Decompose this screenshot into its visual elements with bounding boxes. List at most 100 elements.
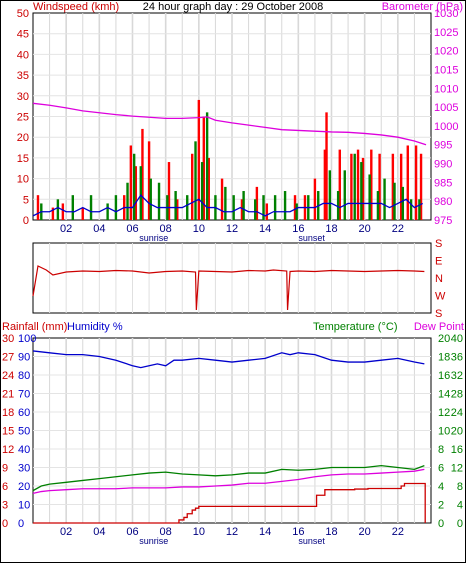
barometer-tick-label: 1015: [434, 64, 458, 76]
wind-bar: [254, 199, 257, 220]
rain-tick-label: 27: [2, 352, 14, 364]
temperature-tick-label: 40: [451, 333, 463, 345]
wind-bar: [200, 162, 204, 220]
hour-tick-label: 06: [126, 526, 138, 538]
barometer-tick-label: 1030: [434, 8, 458, 20]
wind-bar: [370, 149, 373, 220]
dewpoint-tick-label: 10: [438, 426, 450, 438]
wind-bar: [134, 166, 138, 220]
wind-tick-label: 50: [17, 8, 29, 20]
humidity-line: [32, 350, 425, 369]
hour-tick-label: 20: [359, 526, 371, 538]
hour-tick-label: 10: [193, 223, 205, 235]
dewpoint-tick-label: 8: [438, 444, 444, 456]
wind-bar: [406, 145, 409, 220]
dewpoint-tick-label: 18: [438, 352, 450, 364]
humidity-tick-label: 50: [18, 426, 30, 438]
humidity-tick-label: 10: [18, 500, 30, 512]
rain-tick-label: 21: [2, 389, 14, 401]
rain-tick-label: 3: [2, 500, 8, 512]
humidity-tick-label: 60: [18, 407, 30, 419]
hour-tick-label: 06: [126, 223, 138, 235]
barometer-tick-label: 1025: [434, 27, 458, 39]
wind-bar: [350, 153, 353, 220]
wind-bar: [61, 203, 65, 220]
hour-tick-label: 12: [226, 223, 238, 235]
wind-bar: [399, 153, 403, 220]
hour-tick-label: 18: [325, 526, 337, 538]
wind-bar: [207, 157, 210, 220]
wind-bar: [378, 153, 381, 220]
hour-tick-label: 18: [325, 223, 337, 235]
barometer-tick-label: 1010: [434, 83, 458, 95]
wind-bar: [273, 195, 277, 220]
rain-tick-label: 6: [2, 481, 8, 493]
rain-tick-label: 15: [2, 426, 14, 438]
wind-bar: [418, 199, 421, 220]
barometer-tick-label: 985: [434, 177, 452, 189]
wind-bar: [220, 178, 224, 220]
temperature-tick-label: 0: [457, 518, 463, 530]
wind-bar: [353, 153, 356, 220]
wind-bar: [194, 141, 197, 220]
wind-tick-label: 40: [17, 49, 29, 61]
dewpoint-tick-label: 14: [438, 389, 450, 401]
sunset-label: sunset: [298, 536, 325, 546]
humidity-axis-title: Humidity %: [67, 321, 123, 333]
wind-bar: [147, 141, 151, 220]
hour-tick-label: 02: [60, 223, 72, 235]
humidity-tick-label: 40: [18, 444, 30, 456]
temperature-tick-label: 28: [451, 389, 463, 401]
wind-bar: [176, 199, 179, 220]
hour-tick-label: 08: [160, 223, 172, 235]
humidity-tick-label: 90: [18, 352, 30, 364]
wind-bar: [313, 178, 317, 220]
humidity-tick-label: 80: [18, 370, 30, 382]
temperature-tick-label: 16: [451, 444, 463, 456]
dewpoint-tick-label: 16: [438, 370, 450, 382]
wind-bar: [197, 99, 201, 220]
wind-bar: [368, 174, 371, 220]
wind-axis-title: Windspeed (kmh): [33, 1, 119, 13]
direction-tick-label: S: [435, 238, 442, 250]
barometer-tick-label: 1005: [434, 102, 458, 114]
avg-wind-line: [32, 194, 423, 217]
wind-tick-label: 5: [23, 194, 29, 206]
wind-bar: [414, 145, 418, 220]
wind-bar: [328, 170, 332, 220]
rain-tick-label: 30: [2, 333, 14, 345]
humidity-tick-label: 30: [18, 463, 30, 475]
hour-tick-label: 04: [93, 526, 105, 538]
temperature-line: [32, 464, 425, 492]
wind-bar: [343, 170, 346, 220]
hour-tick-label: 16: [292, 526, 304, 538]
humidity-tick-label: 0: [18, 518, 24, 530]
barometer-tick-label: 1000: [434, 121, 458, 133]
barometer-tick-label: 990: [434, 159, 452, 171]
hour-tick-label: 02: [60, 526, 72, 538]
wind-bar: [265, 203, 269, 220]
rain-tick-label: 18: [2, 407, 14, 419]
temperature-tick-label: 20: [451, 426, 463, 438]
wind-bar: [224, 186, 227, 220]
dewpoint-tick-label: 4: [438, 481, 444, 493]
dewpoint-tick-label: 20: [438, 333, 450, 345]
humidity-tick-label: 70: [18, 389, 30, 401]
wind-tick-label: 20: [17, 132, 29, 144]
wind-bar: [232, 195, 235, 220]
direction-tick-label: W: [435, 291, 446, 303]
wind-tick-label: 10: [17, 174, 29, 186]
wind-tick-label: 45: [17, 29, 29, 41]
wind-bar: [401, 186, 405, 220]
barometer-axis-title: Barometer (hPa): [382, 1, 463, 13]
wind-bar: [157, 182, 161, 220]
wind-bar: [174, 191, 177, 220]
wind-direction-line: [32, 265, 425, 311]
wind-bar: [323, 149, 327, 220]
barometer-tick-label: 975: [434, 215, 452, 227]
wind-bar: [409, 199, 413, 220]
